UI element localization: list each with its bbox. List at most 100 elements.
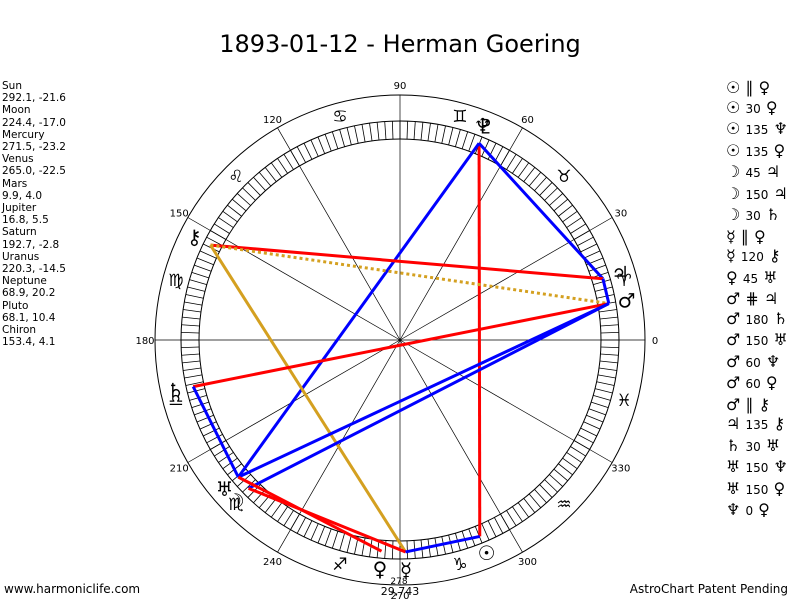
degree-tick	[553, 468, 569, 482]
aspect-line	[191, 385, 240, 478]
aspect-planet-a: ♀	[726, 267, 738, 287]
degree-tick	[549, 193, 564, 206]
aspect-degree: 60	[745, 355, 761, 370]
degree-tick	[222, 210, 238, 223]
degree-label: 330	[611, 464, 630, 475]
aspect-planet-b: ♅	[763, 267, 778, 287]
aspect-row: ☉ 135 ♆	[726, 119, 788, 141]
aspect-planet-b: ♀	[765, 373, 778, 392]
aspect-line	[237, 475, 383, 553]
degree-tick	[391, 540, 394, 559]
degree-tick	[247, 182, 261, 196]
footer-patent-note: AstroChart Patent Pending	[629, 582, 788, 596]
degree-tick	[594, 388, 613, 394]
degree-tick	[206, 434, 223, 444]
degree-tick	[506, 154, 517, 170]
degree-tick	[181, 353, 200, 356]
aspect-line	[192, 302, 610, 389]
aspect-line	[477, 143, 482, 537]
degree-tick	[577, 236, 594, 246]
aspect-row: ♃ 135 ⚷	[726, 414, 788, 436]
degree-tick	[391, 121, 394, 140]
aspect-row: ☿ 120 ⚷	[726, 246, 788, 268]
zodiac-glyph: ♊	[452, 107, 467, 127]
degree-tick	[517, 162, 530, 178]
degree-tick	[218, 452, 234, 463]
planet-name-sun: Sun	[2, 80, 22, 92]
degree-tick	[427, 123, 431, 142]
degree-tick	[264, 167, 277, 182]
degree-tick	[558, 204, 573, 217]
degree-tick	[283, 510, 294, 526]
degree-tick	[214, 223, 230, 234]
degree-tick	[455, 129, 461, 147]
planet-name-saturn: Saturn	[2, 226, 37, 239]
aspect-line	[210, 243, 610, 306]
aspect-row: ♂ ⋕ ♃	[726, 289, 788, 309]
degree-tick	[296, 146, 306, 163]
degree-tick	[196, 257, 214, 266]
degree-tick	[182, 316, 201, 320]
zodiac-glyph: ♑	[452, 555, 467, 575]
planet-coords-mars: 9.9, 4.0	[2, 189, 43, 202]
aspect-planet-a: ♂	[726, 373, 741, 392]
degree-tick	[586, 414, 604, 423]
degree-tick	[346, 127, 352, 146]
degree-tick	[596, 294, 615, 299]
aspect-planet-b: ♆	[765, 351, 781, 371]
degree-tick	[600, 324, 619, 327]
degree-tick	[481, 523, 490, 541]
degree-tick	[558, 463, 573, 476]
degree-tick	[413, 121, 416, 140]
degree-tick	[570, 223, 586, 234]
aspect-planet-a: ♂	[726, 330, 741, 349]
aspect-row: ♀ 45 ♅	[726, 268, 788, 290]
degree-tick	[214, 446, 230, 457]
degree-tick	[310, 523, 319, 541]
degree-tick	[194, 264, 212, 272]
degree-tick	[181, 331, 200, 334]
aspect-planet-a: ☽	[726, 205, 741, 224]
aspect-planet-b: ♄	[773, 308, 788, 328]
degree-tick	[185, 381, 204, 386]
planet-glyph-neptune: ♆	[474, 113, 492, 137]
degree-tick	[577, 434, 594, 444]
aspect-symbol: ∥	[745, 394, 754, 414]
aspect-line	[237, 302, 610, 479]
aspect-degree: 180	[745, 312, 769, 327]
footer-website[interactable]: www.harmoniclife.com	[4, 582, 141, 596]
planet-coords-uranus: 220.3, -14.5	[2, 263, 66, 276]
degree-tick	[598, 309, 617, 313]
degree-tick	[512, 506, 523, 522]
aspect-symbol: ⋕	[745, 289, 759, 308]
degree-tick	[183, 367, 202, 371]
aspect-degree: 0	[745, 504, 754, 518]
degree-tick	[189, 279, 207, 285]
degree-tick	[331, 531, 339, 549]
degree-tick	[181, 346, 200, 349]
degree-tick	[583, 421, 601, 430]
degree-tick	[303, 520, 313, 538]
degree-tick	[184, 301, 203, 306]
aspect-planet-a: ♅	[726, 457, 741, 476]
degree-tick	[199, 421, 217, 430]
planet-glyph-saturn: ♄	[167, 379, 185, 403]
degree-tick	[566, 217, 582, 228]
aspect-degree: 135	[745, 144, 769, 159]
degree-label: 90	[394, 81, 407, 92]
degree-tick	[599, 316, 618, 320]
degree-tick	[181, 324, 200, 327]
degree-tick	[600, 346, 619, 349]
aspect-row: ☉ ∥ ♀	[726, 78, 788, 98]
degree-tick	[580, 243, 598, 253]
degree-tick	[194, 408, 212, 416]
degree-tick	[594, 286, 613, 292]
planet-name-chiron: Chiron	[2, 324, 37, 337]
aspect-planet-b: ♃	[763, 289, 779, 308]
degree-tick	[406, 121, 409, 140]
planet-name-neptune: Neptune	[2, 275, 47, 288]
degree-tick	[534, 489, 547, 504]
zodiac-glyph: ♎	[168, 391, 183, 411]
planet-coords-sun: 292.1, -21.6	[2, 92, 66, 105]
aspect-degree: 120	[740, 250, 764, 264]
